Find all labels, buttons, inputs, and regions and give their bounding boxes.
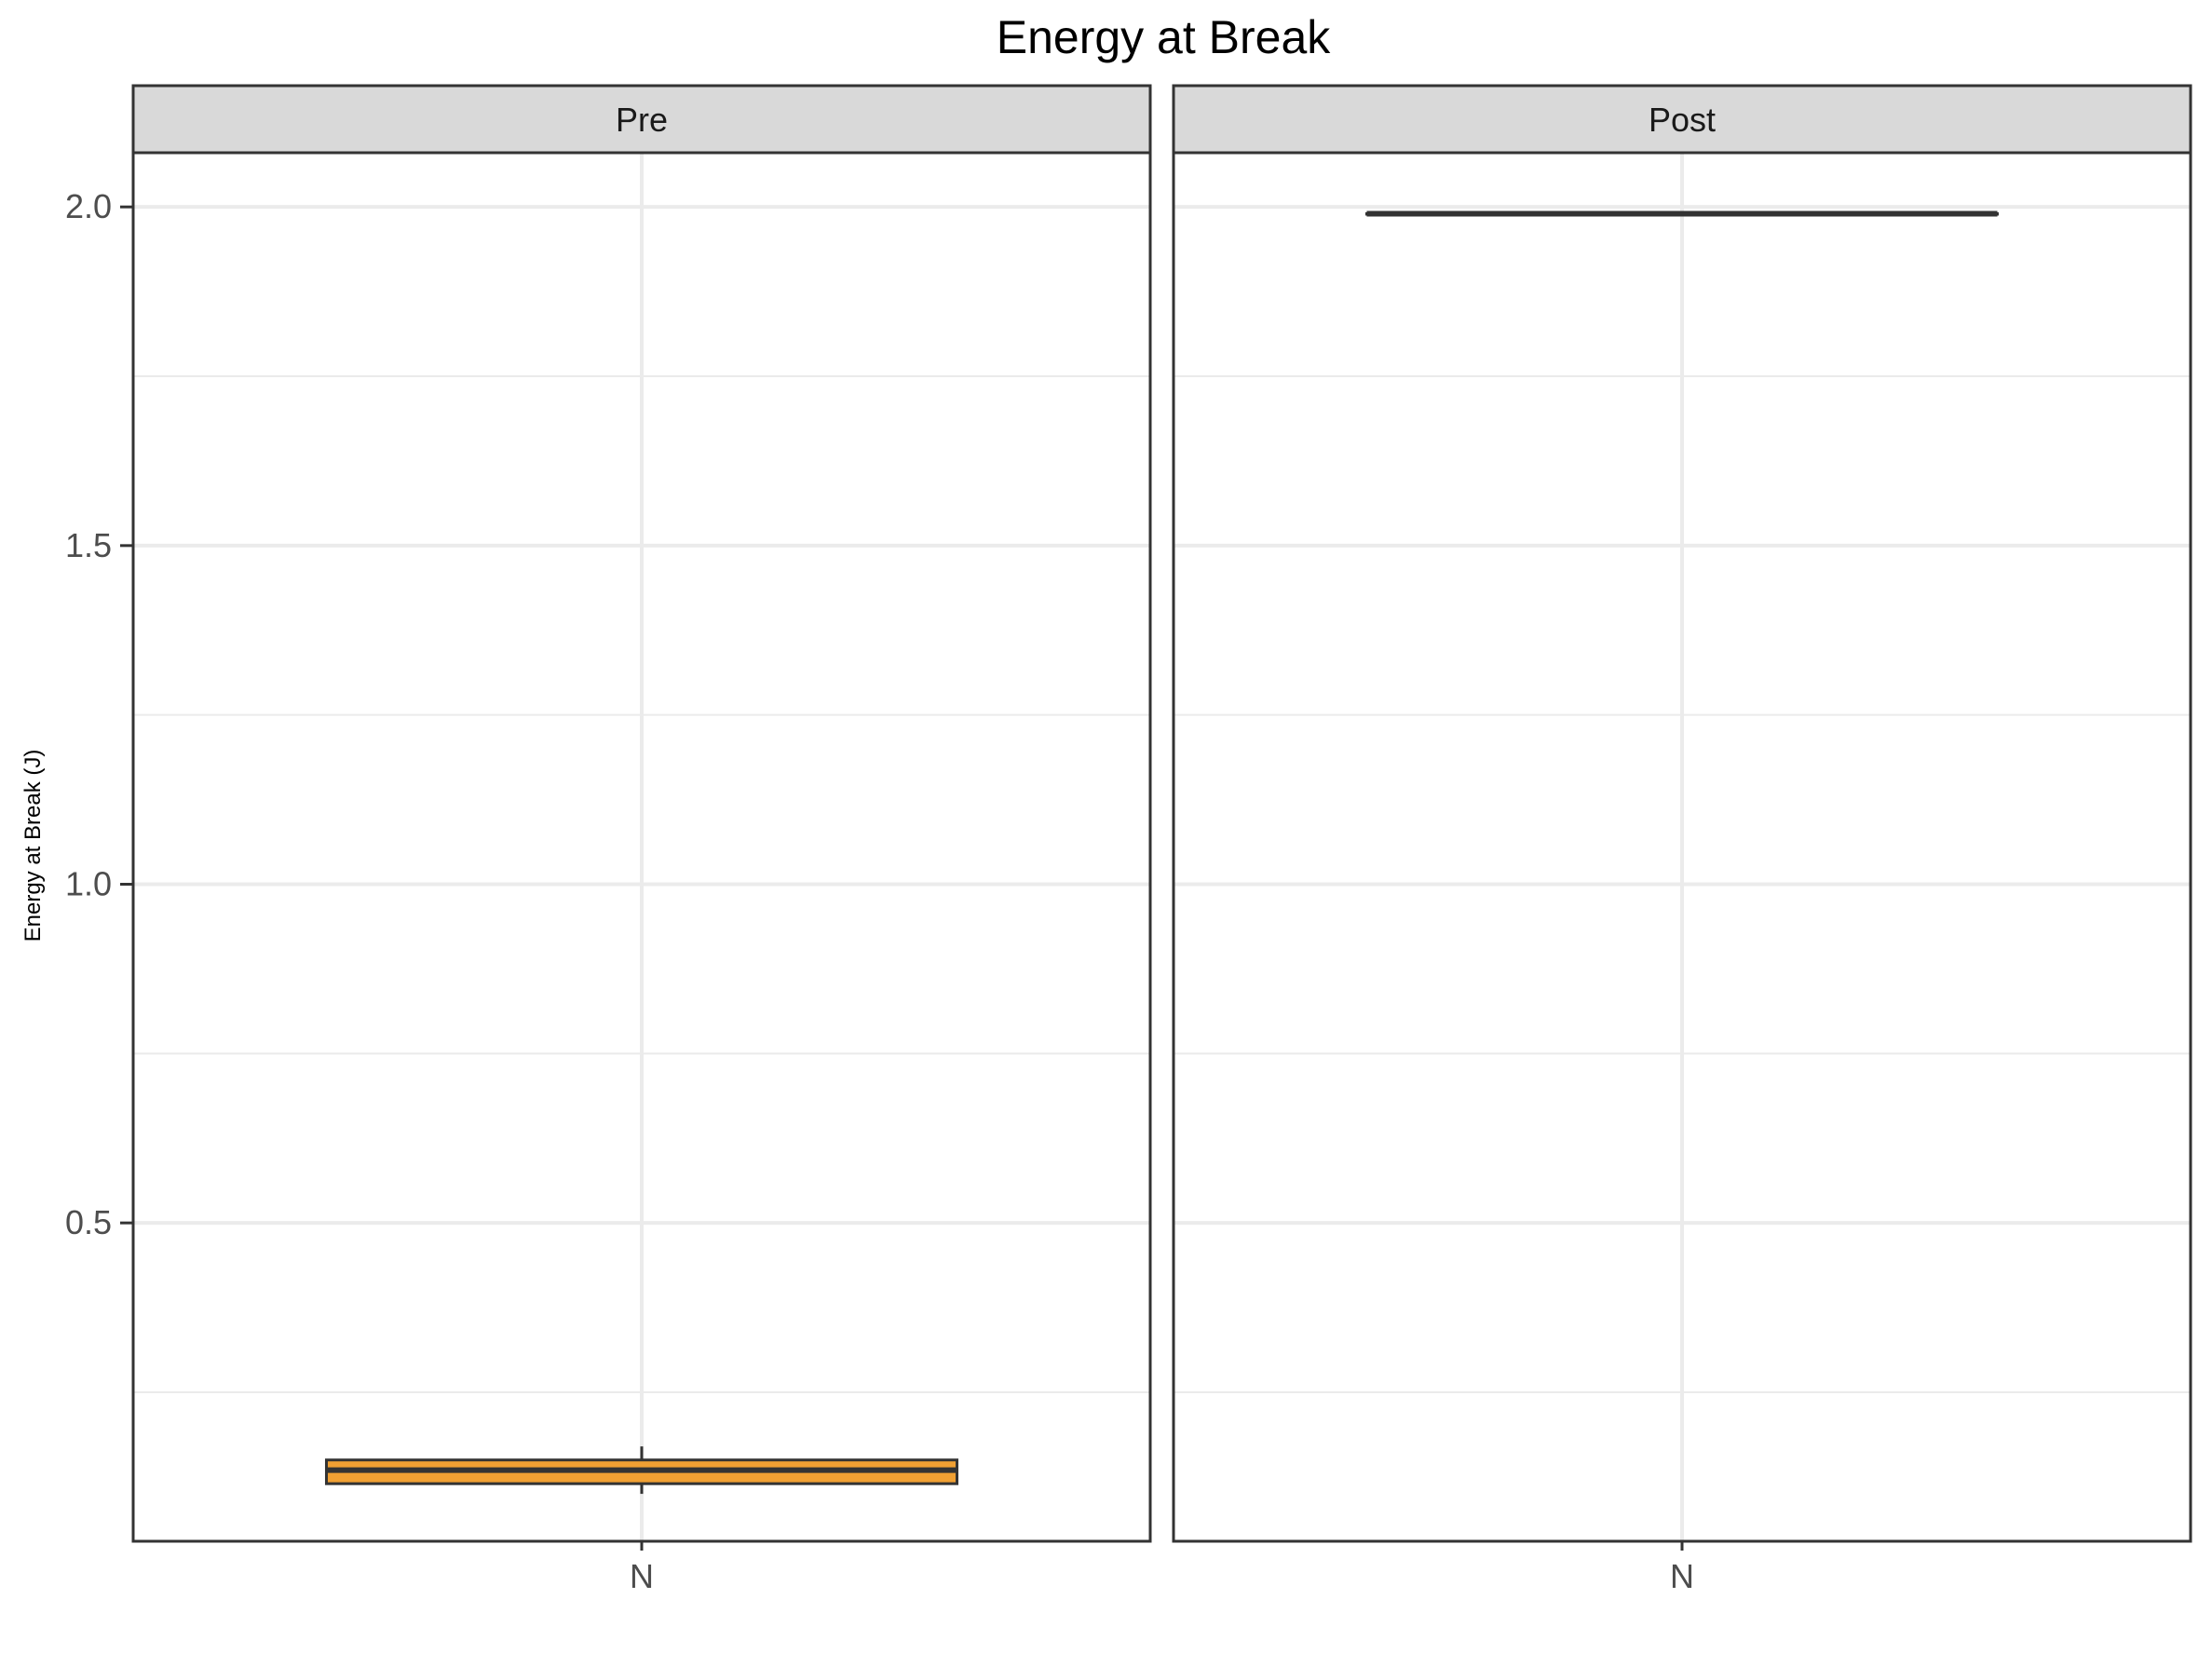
chart-title: Energy at Break xyxy=(997,11,1332,63)
y-tick-label: 2.0 xyxy=(65,187,112,225)
facet-panel-pre: Pre N xyxy=(131,84,1152,1595)
y-tick-label: 1.5 xyxy=(65,526,112,564)
y-tick-label: 1.0 xyxy=(65,865,112,903)
x-tick-label: N xyxy=(630,1557,654,1595)
facet-strip xyxy=(1172,84,2192,155)
x-tick-label: N xyxy=(1670,1557,1694,1595)
box-post-n xyxy=(1364,210,2000,217)
box-pre-n xyxy=(324,1446,959,1495)
y-tick-label: 0.5 xyxy=(65,1203,112,1241)
facet-panel-post: Post N xyxy=(1172,84,2192,1595)
facet-strip-label: Pre xyxy=(616,101,668,139)
y-axis-label: Energy at Break (J) xyxy=(20,750,46,942)
facet-strip xyxy=(131,84,1152,155)
facets-layer: 0.5 1.0 1.5 2.0 Pre N Post N xyxy=(65,84,2192,1595)
facet-strip-label: Post xyxy=(1649,101,1716,139)
